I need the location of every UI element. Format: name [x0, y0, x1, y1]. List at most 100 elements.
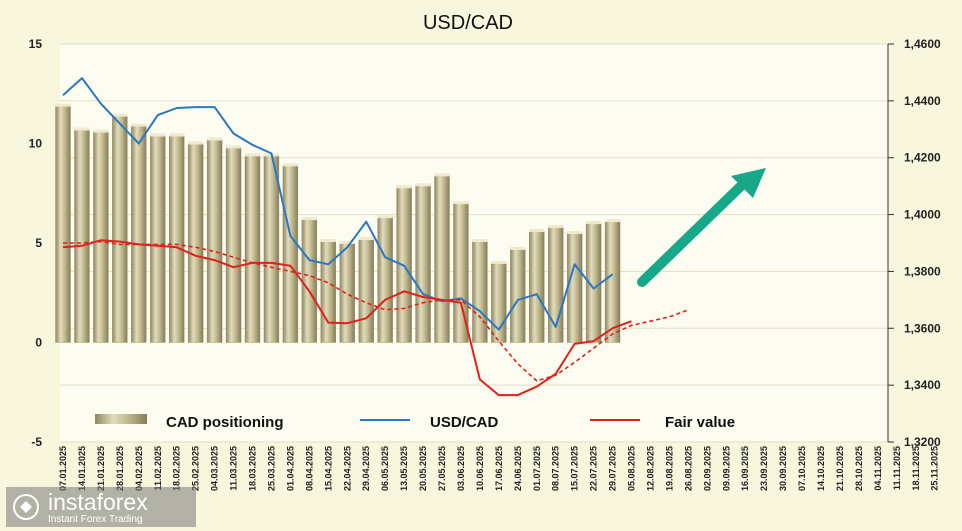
x-tick-label: 28.10.2025: [854, 446, 864, 491]
left-tick-label: 10: [29, 137, 43, 151]
legend-cad-positioning: CAD positioning: [166, 414, 283, 431]
x-tick-label: 03.06.2025: [456, 446, 466, 491]
bar: [415, 185, 431, 343]
bar: [434, 175, 450, 343]
bar-cap: [529, 229, 545, 233]
right-axis: 1,3200 1,3400 1,3600 1,3800 1,4000 1,4200 1,44…: [887, 37, 941, 449]
x-tick-label: 21.01.2025: [96, 446, 106, 491]
right-tick-label: 1,4600: [904, 37, 941, 51]
x-tick-label: 25.02.2025: [191, 446, 201, 491]
x-tick-label: 08.04.2025: [304, 446, 314, 491]
bar: [604, 220, 621, 343]
bar-cap: [207, 137, 223, 141]
bar-cap: [415, 183, 431, 187]
x-tick-label: 11.02.2025: [153, 446, 163, 491]
x-tick-label: 14.01.2025: [77, 446, 87, 491]
bar-cap: [377, 215, 393, 219]
bar-cap: [55, 103, 71, 107]
x-tick-label: 09.09.2025: [721, 446, 731, 491]
bar: [131, 125, 147, 343]
x-tick-label: 15.04.2025: [323, 446, 333, 491]
x-tick-label: 24.06.2025: [513, 446, 523, 491]
right-tick-label: 1,3600: [904, 321, 941, 335]
series-line: [62, 239, 632, 397]
bar-cap: [396, 185, 412, 189]
x-tick-label: 18.11.2025: [911, 446, 921, 491]
bar-cap: [169, 133, 185, 137]
x-tick-label: 11.11.2025: [892, 446, 902, 490]
x-tick-label: 07.10.2025: [797, 446, 807, 491]
x-tick-label: 23.09.2025: [759, 446, 769, 491]
x-tick-label: 21.10.2025: [835, 446, 845, 491]
bar-series: [55, 103, 621, 343]
x-tick-label: 16.09.2025: [740, 446, 750, 491]
bar: [510, 248, 526, 343]
bar: [187, 143, 204, 343]
x-tick-label: 07.01.2025: [58, 446, 68, 491]
right-tick-label: 1,4400: [904, 94, 941, 108]
bar-cap: [131, 123, 147, 127]
bar: [55, 105, 71, 343]
brand-tagline: Instant Forex Trading: [48, 514, 143, 525]
bar-cap: [339, 241, 355, 244]
left-axis: -5 0 5 10 15: [29, 37, 43, 449]
bar: [320, 240, 336, 343]
right-tick-label: 1,4000: [904, 208, 941, 222]
bar: [263, 155, 280, 343]
bar-cap: [567, 231, 583, 235]
legend: CAD positioning USD/CAD Fair value: [95, 414, 735, 431]
left-tick-label: 5: [35, 236, 42, 250]
x-tick-label: 27.05.2025: [437, 446, 447, 491]
bar-cap: [301, 217, 317, 221]
x-tick-label: 02.09.2025: [702, 446, 712, 491]
x-tick-label: 22.04.2025: [342, 446, 352, 491]
bar-cap: [282, 163, 298, 167]
x-tick-label: 18.03.2025: [248, 446, 258, 491]
x-tick-label: 30.09.2025: [778, 446, 788, 491]
bar: [150, 135, 166, 343]
bar-cap: [605, 219, 621, 223]
x-tick-label: 29.04.2025: [361, 446, 371, 491]
bar-cap: [453, 201, 469, 205]
right-tick-label: 1,4200: [904, 151, 941, 165]
x-tick-label: 29.07.2025: [608, 446, 618, 491]
bar: [301, 218, 318, 343]
x-tick-label: 25.03.2025: [266, 446, 276, 491]
right-tick-label: 1,3400: [904, 378, 941, 392]
x-tick-label: 04.03.2025: [210, 446, 220, 491]
series-line: [63, 240, 689, 382]
x-tick-label: 15.07.2025: [570, 446, 580, 491]
x-tick-label: 08.07.2025: [551, 446, 561, 491]
x-tick-label: 26.08.2025: [683, 446, 693, 491]
brand-watermark: instaforex Instant Forex Trading: [6, 487, 196, 527]
arrow-head: [731, 168, 766, 198]
bar-cap: [150, 133, 166, 137]
bar-cap: [74, 127, 90, 131]
brand-name: instaforex: [48, 489, 148, 515]
x-tick-label: 17.06.2025: [494, 446, 504, 491]
series-line: [62, 77, 614, 331]
bar-cap: [226, 145, 242, 149]
bar-cap: [510, 246, 526, 250]
x-tick-label: 01.07.2025: [532, 446, 542, 491]
bar-cap: [112, 113, 128, 117]
right-tick-label: 1,3200: [904, 435, 941, 449]
legend-usdcad: USD/CAD: [430, 414, 499, 431]
bar: [244, 155, 261, 343]
left-tick-label: 0: [35, 336, 42, 350]
bar: [358, 238, 374, 343]
x-tick-label: 18.02.2025: [172, 446, 182, 491]
x-tick-label: 22.07.2025: [589, 446, 599, 491]
bar: [112, 115, 128, 343]
bar: [529, 230, 545, 343]
legend-fair-value: Fair value: [665, 414, 735, 431]
bar-cap: [320, 239, 336, 243]
bar: [282, 165, 299, 343]
x-tick-label: 13.05.2025: [399, 446, 409, 491]
bar: [225, 147, 242, 343]
bar-cap: [93, 129, 109, 133]
x-tick-label: 06.05.2025: [380, 446, 390, 491]
bar: [93, 131, 109, 343]
